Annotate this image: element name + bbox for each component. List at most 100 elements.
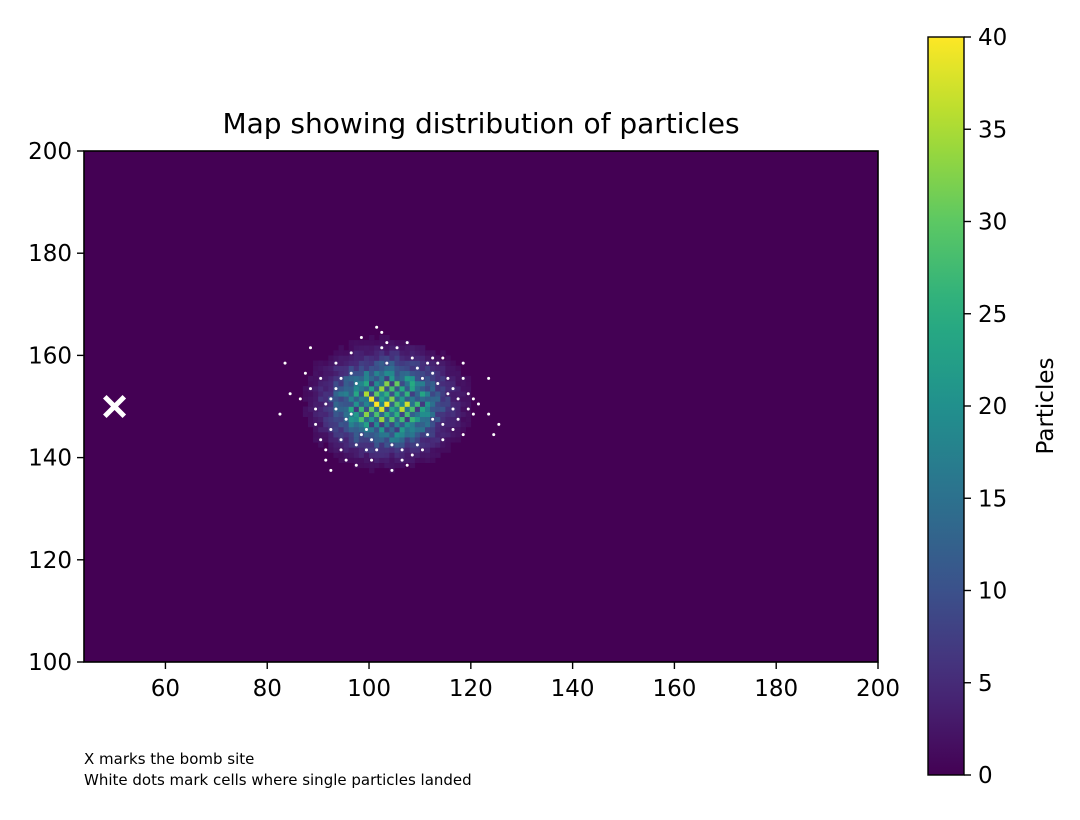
heatmap-cell [369,380,375,387]
y-tick-label: 200 [28,139,72,165]
heatmap-cell [353,447,360,453]
x-tick-label: 160 [652,676,696,702]
heatmap-cell [379,386,385,392]
heatmap-cell [379,340,385,346]
heatmap-cell [409,380,416,387]
heatmap-cell [394,421,400,428]
heatmap-cell [455,432,461,438]
heatmap-cell [404,411,411,418]
single-particle-dot [385,361,389,365]
single-particle-dot [329,468,333,472]
heatmap-cell [348,442,355,448]
single-particle-dot [349,351,353,355]
heatmap-cell [414,452,421,458]
heatmap-cell [318,370,324,377]
heatmap-cell [465,380,472,387]
heatmap-cell [450,365,456,372]
heatmap-cell [333,447,339,453]
heatmap-cell [399,442,405,448]
heatmap-cell [379,380,385,387]
heatmap-cell [302,391,309,397]
heatmap-cell [389,437,395,443]
heatmap-cell [358,447,365,453]
heatmap-cell [394,396,400,402]
heatmap-cell [440,406,446,412]
single-particle-dot [415,443,419,447]
single-particle-dot [308,346,312,350]
heatmap-cell [414,396,421,402]
heatmap-cell [409,350,416,356]
single-particle-dot [446,376,450,380]
heatmap-cell [389,432,395,438]
single-particle-dot [303,371,307,375]
heatmap-cell [414,411,421,418]
heatmap-cell [302,411,309,418]
heatmap-cell [404,360,411,366]
heatmap-cell [369,462,375,469]
heatmap-cell [369,432,375,438]
heatmap-cell [374,452,380,458]
heatmap-cell [348,380,355,387]
heatmap-cell [358,437,365,443]
single-particle-dot [487,376,491,380]
heatmap-cell [399,360,405,366]
heatmap-cell [369,421,375,428]
heatmap-cell [313,416,319,423]
heatmap-cell [363,370,370,377]
heatmap-cell [307,401,314,407]
heatmap-cell [409,360,416,366]
heatmap-cell [445,421,451,428]
heatmap-cell [440,386,446,392]
single-particle-dot [405,341,409,345]
heatmap-cell [369,406,375,412]
heatmap-cell [369,416,375,423]
heatmap-cell [348,340,355,346]
heatmap-cell [394,340,400,346]
single-particle-dot [354,443,358,447]
heatmap-cell [318,421,324,428]
heatmap-cell [445,426,451,433]
axes: 60 80 100 120 140 160 180 200 100 120 140 160 180 200 [28,139,900,702]
heatmap-cell [399,421,405,428]
heatmap-cell [419,355,426,361]
heatmap-cell [374,462,380,469]
heatmap-cell [323,416,329,423]
heatmap-cell [353,345,360,351]
heatmap-cell [455,406,461,412]
heatmap-cell [465,386,472,392]
heatmap-cell [419,350,426,356]
heatmap-cell [409,416,416,423]
heatmap-cell [384,437,390,443]
heatmap-cell [348,447,355,453]
heatmap-cell [430,386,436,392]
heatmap-cell [353,375,360,382]
heatmap-cell [338,391,344,397]
heatmap-cell [440,380,446,387]
heatmap-cell [333,350,339,356]
heatmap-cell [313,437,319,443]
heatmap-cell [379,411,385,418]
heatmap-cell [348,386,355,392]
heatmap-cell [333,380,339,387]
heatmap-cell [455,375,461,382]
heatmap-cell [379,442,385,448]
heatmap-cell [414,426,421,433]
heatmap-cell [419,437,426,443]
heatmap-cell [374,442,380,448]
heatmap-cell [358,360,365,366]
heatmap-cell [379,447,385,453]
heatmap-cell [399,380,405,387]
heatmap-cell [394,447,400,453]
heatmap-cell [414,437,421,443]
annotation-bomb-site: X marks the bomb site [84,750,254,768]
heatmap-cell [369,365,375,372]
heatmap-cell [440,391,446,397]
single-particle-dot [441,422,445,426]
heatmap-cell [358,365,365,372]
heatmap-cell [363,355,370,361]
single-particle-dot [364,448,368,452]
heatmap-cell [404,380,411,387]
heatmap-cell [409,447,416,453]
heatmap-cell [379,401,385,407]
heatmap-cell [348,355,355,361]
